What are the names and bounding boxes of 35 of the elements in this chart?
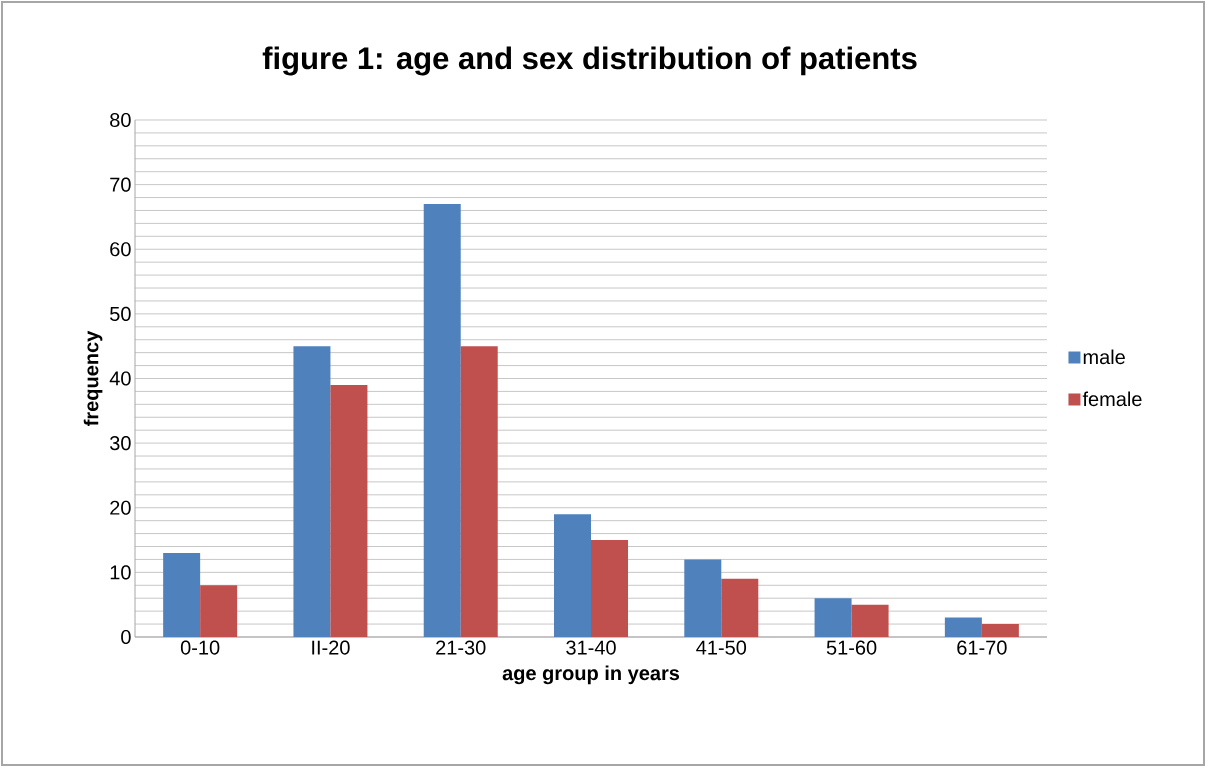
x-tick-label: 31-40 bbox=[566, 640, 616, 655]
bar bbox=[944, 617, 982, 637]
legend-label: male bbox=[1083, 349, 1125, 365]
legend-label: female bbox=[1082, 391, 1142, 407]
bar bbox=[330, 384, 368, 637]
x-tick-label: 51-60 bbox=[826, 640, 877, 655]
bar bbox=[981, 624, 1019, 637]
bar bbox=[591, 540, 629, 637]
y-tick-label: 30 bbox=[110, 436, 131, 451]
y-tick-label: 0 bbox=[121, 629, 131, 645]
bar bbox=[460, 346, 498, 637]
y-tick-label: 80 bbox=[110, 112, 131, 128]
bar bbox=[163, 552, 201, 637]
bar bbox=[423, 204, 461, 637]
bar bbox=[814, 598, 852, 637]
bar bbox=[200, 585, 238, 637]
x-tick-label: 41-50 bbox=[696, 640, 747, 655]
y-tick-label: 20 bbox=[110, 500, 131, 515]
x-tick-label: II-20 bbox=[312, 640, 350, 655]
bar bbox=[851, 604, 889, 637]
bar bbox=[554, 514, 592, 637]
y-tick-label: 10 bbox=[110, 565, 131, 580]
bar bbox=[293, 346, 331, 637]
x-tick-label: 0-10 bbox=[180, 640, 220, 655]
x-axis-title: age group in years bbox=[502, 665, 680, 685]
chart-title: figure 1: age and sex distribution of patients bbox=[262, 46, 917, 76]
y-tick-label: 60 bbox=[110, 242, 131, 257]
y-tick-label: 70 bbox=[110, 177, 131, 192]
y-tick-label: 40 bbox=[109, 371, 131, 386]
y-axis-title: frequency bbox=[83, 330, 103, 426]
x-tick-label: 21-30 bbox=[436, 640, 486, 655]
bar bbox=[721, 578, 759, 637]
x-tick-label: 61-70 bbox=[957, 640, 1007, 655]
bar bbox=[684, 559, 722, 637]
y-tick-label: 50 bbox=[110, 306, 131, 321]
